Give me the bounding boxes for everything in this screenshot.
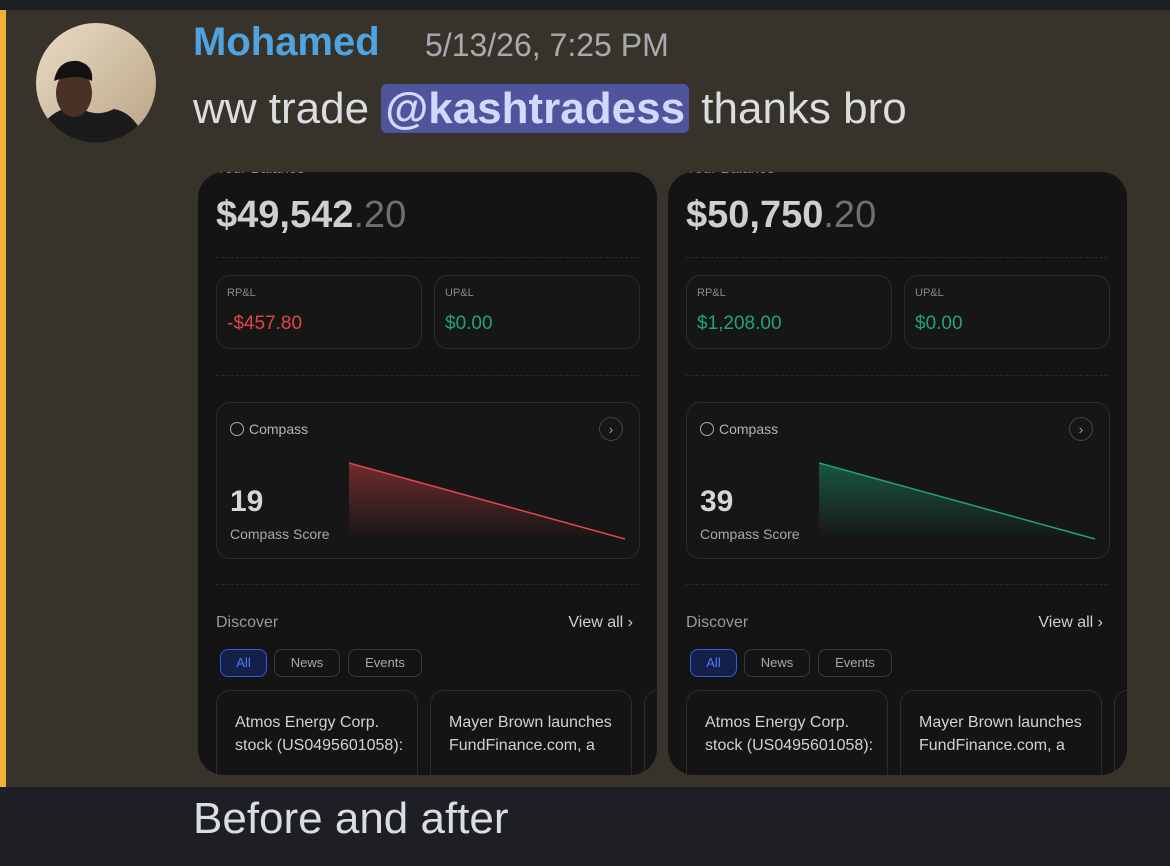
discover-heading: Discover [686, 614, 749, 631]
divider [686, 375, 1108, 376]
compass-chart [349, 462, 626, 540]
news-card-text: Mayer Brown launches FundFinance.com, a [449, 714, 612, 754]
author-name[interactable]: Mohamed [193, 20, 380, 64]
highlight-bar [0, 10, 6, 787]
message-text-part: ww trade [193, 84, 370, 133]
news-card-text: Atmos Energy Corp. stock (US0495601058): [235, 714, 404, 754]
balance-main: $50,750 [686, 194, 824, 236]
news-card[interactable]: Mayer Brown launches FundFinance.com, a [900, 690, 1102, 775]
message-text: ww trade @kashtradess thanks bro [193, 84, 907, 134]
news-card [1114, 690, 1127, 775]
news-card[interactable]: Atmos Energy Corp. stock (US0495601058): [686, 690, 888, 775]
mention[interactable]: @kashtradess [381, 84, 690, 133]
view-all-link[interactable]: View all › [1038, 614, 1103, 631]
divider [216, 375, 638, 376]
filter-tab[interactable]: Events [818, 649, 892, 677]
compass-label: Compass [719, 421, 779, 437]
balance-label: Your Balance [216, 172, 305, 177]
upl-card: UP&L $0.00 [434, 275, 640, 349]
balance: $49,542.20 [216, 194, 406, 237]
filter-tab[interactable]: News [274, 649, 340, 677]
score-label: Compass Score [700, 526, 800, 542]
compass-icon [700, 422, 714, 436]
filter-tab[interactable]: All [690, 649, 737, 677]
upl-label: UP&L [445, 287, 474, 299]
news-card[interactable]: Mayer Brown launches FundFinance.com, a [430, 690, 632, 775]
chevron-button: › [1069, 417, 1093, 441]
score: 19 [230, 485, 264, 518]
rpl-card: RP&L $1,208.00 [686, 275, 892, 349]
rpl-card: RP&L -$457.80 [216, 275, 422, 349]
news-card [644, 690, 657, 775]
compass-icon [230, 422, 244, 436]
rpl-label: RP&L [697, 287, 726, 299]
news-card[interactable]: Atmos Energy Corp. stock (US0495601058): [216, 690, 418, 775]
upl-label: UP&L [915, 287, 944, 299]
upl-card: UP&L $0.00 [904, 275, 1110, 349]
discover-heading: Discover [216, 614, 279, 631]
chevron-button: › [599, 417, 623, 441]
timestamp: 5/13/26, 7:25 PM [425, 27, 669, 63]
rpl-value: -$457.80 [227, 313, 303, 334]
compass-card: Compass › 39 Compass Score [686, 402, 1110, 559]
balance-cents: .20 [353, 194, 407, 236]
balance-cents: .20 [823, 194, 877, 236]
rpl-value: $1,208.00 [697, 313, 782, 334]
compass-label: Compass [249, 421, 309, 437]
balance: $50,750.20 [686, 194, 876, 237]
follow-up-text: Before and after [193, 794, 509, 843]
balance-main: $49,542 [216, 194, 354, 236]
upl-value: $0.00 [445, 313, 493, 334]
divider [216, 257, 638, 258]
balance-label: Your Balance [686, 172, 775, 177]
compass-chart [819, 462, 1096, 540]
screenshot: Your Balance $50,750.20 RP&L $1,208.00 UP&L $… [668, 172, 1127, 775]
upl-value: $0.00 [915, 313, 963, 334]
divider [686, 584, 1108, 585]
view-all-link[interactable]: View all › [568, 614, 633, 631]
screenshot: Your Balance $49,542.20 RP&L -$457.80 UP&L $0… [198, 172, 657, 775]
news-card-text: Mayer Brown launches FundFinance.com, a [919, 714, 1082, 754]
score-label: Compass Score [230, 526, 330, 542]
rpl-label: RP&L [227, 287, 256, 299]
divider [686, 257, 1108, 258]
score: 39 [700, 485, 734, 518]
filter-tab[interactable]: All [220, 649, 267, 677]
compass-card: Compass › 19 Compass Score [216, 402, 640, 559]
divider [216, 584, 638, 585]
filter-tab[interactable]: News [744, 649, 810, 677]
message-text-part: thanks bro [701, 84, 907, 133]
news-card-text: Atmos Energy Corp. stock (US0495601058): [705, 714, 874, 754]
avatar[interactable] [36, 23, 156, 143]
filter-tab[interactable]: Events [348, 649, 422, 677]
